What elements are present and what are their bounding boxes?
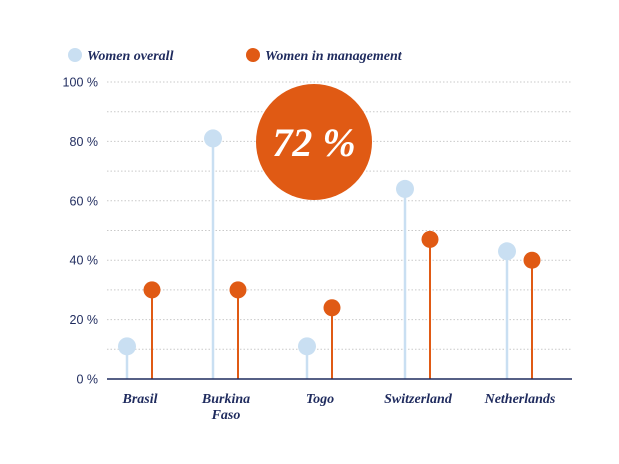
category-label: Netherlands bbox=[484, 392, 556, 407]
category-label: Burkina bbox=[201, 392, 250, 407]
legend-marker-women-overall bbox=[68, 48, 82, 62]
y-tick-label: 40 % bbox=[70, 254, 99, 268]
data-point-women-in-management bbox=[523, 251, 541, 269]
category-label: Faso bbox=[211, 408, 241, 423]
category-label: Brasil bbox=[121, 392, 157, 407]
data-point-women-overall bbox=[298, 337, 316, 356]
data-point-women-in-management bbox=[421, 230, 439, 248]
category-label: Switzerland bbox=[384, 392, 453, 407]
data-point-women-in-management bbox=[229, 281, 247, 299]
highlight-circle bbox=[256, 84, 372, 200]
y-tick-label: 60 % bbox=[70, 194, 99, 208]
data-point-women-overall bbox=[118, 337, 136, 356]
category-label: Togo bbox=[306, 392, 334, 407]
lollipop-markers bbox=[118, 129, 541, 356]
y-tick-label: 0 % bbox=[76, 373, 98, 387]
y-axis: 0 % 20 % 40 % 60 % 80 % 100 % bbox=[63, 76, 98, 387]
data-point-women-in-management bbox=[323, 299, 341, 317]
lollipop-stems bbox=[125, 138, 533, 379]
highlight-value: 72 % bbox=[272, 120, 355, 165]
data-point-women-in-management bbox=[143, 281, 161, 299]
data-point-women-overall bbox=[498, 242, 516, 261]
legend-marker-women-in-management bbox=[246, 48, 260, 62]
y-tick-label: 80 % bbox=[70, 135, 99, 149]
data-point-women-overall bbox=[396, 179, 414, 198]
legend-label: Women overall bbox=[87, 49, 174, 64]
data-point-women-overall bbox=[204, 129, 222, 148]
y-tick-label: 20 % bbox=[70, 313, 99, 327]
legend: Women overall Women in management bbox=[68, 48, 403, 64]
legend-label: Women in management bbox=[265, 49, 403, 64]
highlight-callout: 72 % bbox=[256, 84, 372, 200]
y-tick-label: 100 % bbox=[63, 76, 98, 90]
